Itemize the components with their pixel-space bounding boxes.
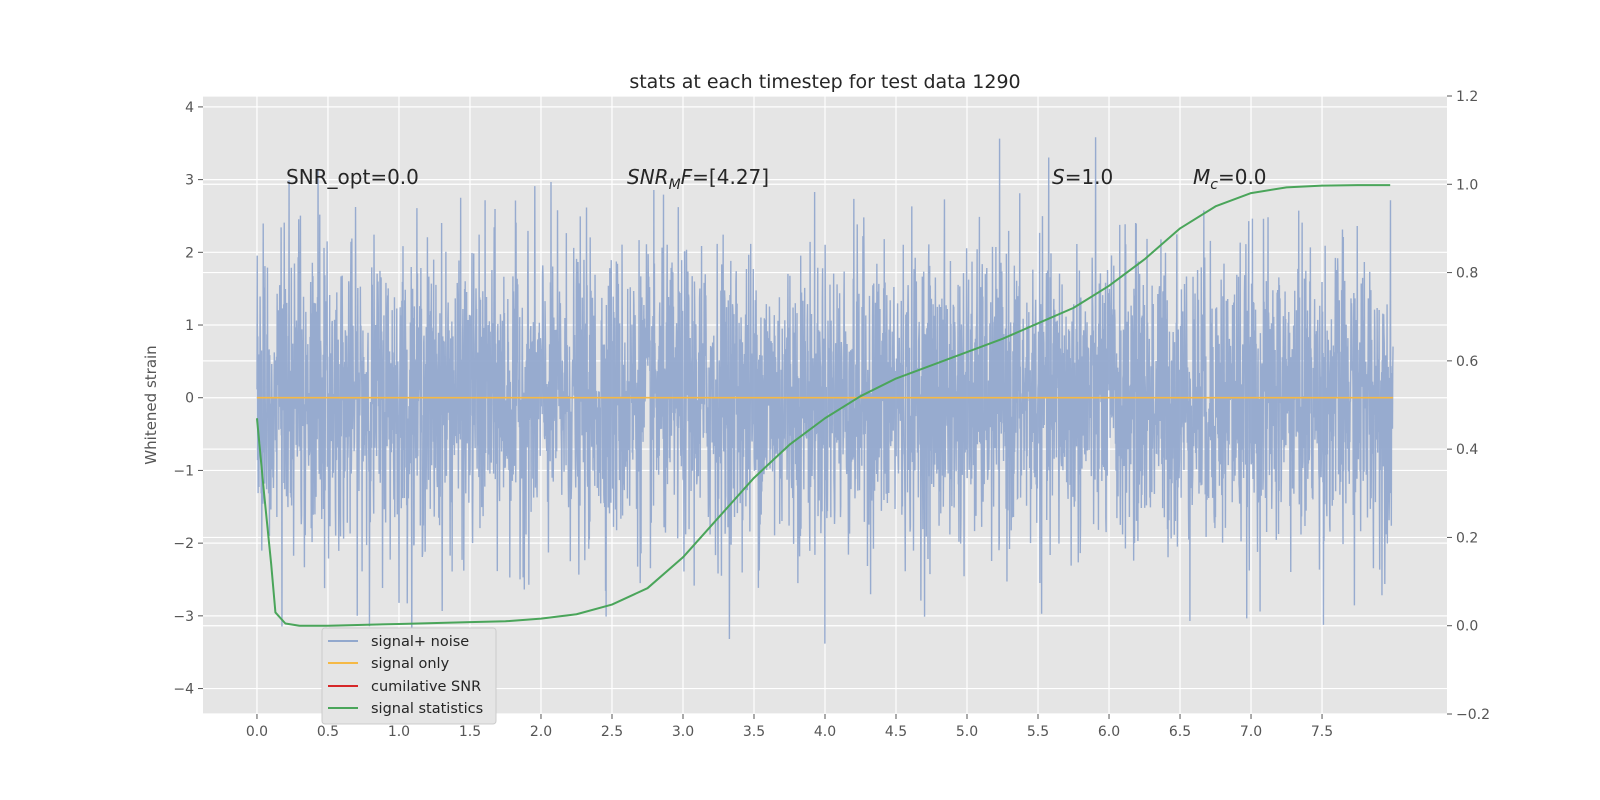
annotation-s: S=1.0 xyxy=(1052,165,1113,189)
annotation-snr-mf-label2: F xyxy=(681,165,693,189)
x-tick-label: 6.0 xyxy=(1098,724,1120,740)
x-tick-label: 4.0 xyxy=(814,724,836,740)
x-tick-label: 2.0 xyxy=(530,724,552,740)
y2-tick-label: 1.0 xyxy=(1456,177,1478,193)
x-tick-label: 0.5 xyxy=(317,724,339,740)
y-tick-label: −3 xyxy=(173,609,194,625)
legend-label-signal-only: signal only xyxy=(371,656,450,672)
y-tick-label: 3 xyxy=(185,173,194,189)
series-signal-plus-noise xyxy=(256,137,1394,672)
x-tick-label: 1.0 xyxy=(388,724,410,740)
x-tick-label: 1.5 xyxy=(459,724,481,740)
x-tick-label: 6.5 xyxy=(1169,724,1191,740)
y-tick-label: −2 xyxy=(173,536,194,552)
annotation-snr-opt: SNR_opt=0.0 xyxy=(286,165,419,189)
y2-tick-label: 0.4 xyxy=(1456,442,1478,458)
line-signal-statistics xyxy=(255,184,1391,627)
x-tick-label: 0.0 xyxy=(246,724,268,740)
annotation-mc-value: =0.0 xyxy=(1218,165,1267,189)
x-tick-label: 7.0 xyxy=(1240,724,1262,740)
x-tick-label: 7.5 xyxy=(1311,724,1333,740)
annotation-s-value: =1.0 xyxy=(1065,165,1114,189)
annotation-mc: Mc=0.0 xyxy=(1193,165,1267,193)
legend-box xyxy=(321,627,497,725)
y2-tick-label: 1.2 xyxy=(1456,89,1478,105)
annotations: SNR_opt=0.0 SNRMF=[4.27] S=1.0 Mc=0.0 xyxy=(286,165,1267,193)
series-lines xyxy=(255,184,1394,627)
annotation-snr-mf: SNRMF=[4.27] xyxy=(627,165,769,193)
line-signal-plus-noise xyxy=(256,137,1394,672)
axes: 0.0 0.5 1.0 1.5 2.0 2.5 3.0 3.5 4.0 4.5 5.0 5.5 6.0 6… xyxy=(173,89,1490,740)
y-tick-label: −1 xyxy=(173,463,194,479)
legend-label-cumilative-snr: cumilative SNR xyxy=(371,679,481,695)
x-tick-label: 3.5 xyxy=(743,724,765,740)
y2-tick-label: 0.0 xyxy=(1456,619,1478,635)
y-tick-label: 2 xyxy=(185,245,194,261)
annotation-mc-sub: c xyxy=(1210,177,1218,193)
x-tick-label: 5.5 xyxy=(1027,724,1049,740)
x-tick-label: 2.5 xyxy=(601,724,623,740)
chart-title: stats at each timestep for test data 129… xyxy=(629,71,1020,93)
y2-tick-label: 0.2 xyxy=(1456,530,1478,546)
annotation-mc-label: M xyxy=(1193,165,1210,189)
annotation-snr-mf-label: SNR xyxy=(627,165,669,189)
x-tick-label: 4.5 xyxy=(885,724,907,740)
annotation-snr-mf-sub: M xyxy=(669,177,681,193)
legend-label-signal-statistics: signal statistics xyxy=(371,701,483,717)
y2-tick-label: 0.8 xyxy=(1456,266,1478,282)
y-tick-label: −4 xyxy=(173,682,194,698)
legend: signal+ noise signal only cumilative SNR… xyxy=(321,627,497,725)
annotation-snr-mf-value: =[4.27] xyxy=(692,165,769,189)
x-tick-label: 5.0 xyxy=(956,724,978,740)
x-tick-label: 3.0 xyxy=(672,724,694,740)
y-tick-label: 1 xyxy=(185,318,194,334)
y-axis-label: Whitened strain xyxy=(142,345,160,464)
y-tick-label: 4 xyxy=(185,100,194,116)
annotation-s-label: S xyxy=(1052,165,1065,189)
legend-label-signal-noise: signal+ noise xyxy=(371,634,469,650)
y2-tick-label: 0.6 xyxy=(1456,354,1478,370)
y2-tick-label: −0.2 xyxy=(1456,707,1490,723)
y-tick-label: 0 xyxy=(185,391,194,407)
